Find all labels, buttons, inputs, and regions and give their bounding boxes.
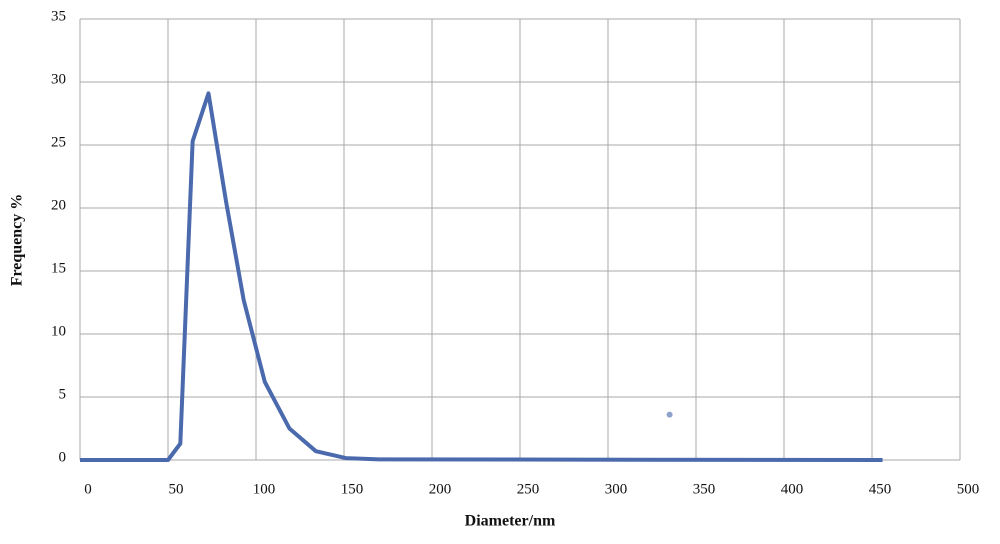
x-tick-label: 500	[957, 481, 980, 497]
x-tick-label: 150	[341, 481, 364, 497]
x-tick-label: 400	[781, 481, 804, 497]
y-tick-label: 20	[51, 197, 66, 213]
x-tick-label: 200	[429, 481, 452, 497]
x-tick-label: 100	[253, 481, 276, 497]
y-tick-label: 10	[51, 323, 66, 339]
y-tick-label: 0	[59, 449, 67, 465]
y-tick-label: 30	[51, 71, 66, 87]
x-tick-label: 450	[869, 481, 892, 497]
x-tick-label: 300	[605, 481, 628, 497]
y-tick-label: 5	[59, 386, 67, 402]
x-axis-title: Diameter/nm	[465, 513, 556, 530]
y-tick-label: 15	[51, 260, 66, 276]
x-tick-label: 250	[517, 481, 540, 497]
y-tick-label: 25	[51, 134, 66, 150]
x-tick-label: 350	[693, 481, 716, 497]
x-tick-label: 0	[84, 481, 92, 497]
data-line	[80, 91, 883, 462]
y-axis-title: Frequency %	[9, 194, 26, 287]
y-tick-label: 35	[51, 8, 66, 24]
x-tick-label: 50	[169, 481, 184, 497]
data-point	[666, 411, 673, 418]
